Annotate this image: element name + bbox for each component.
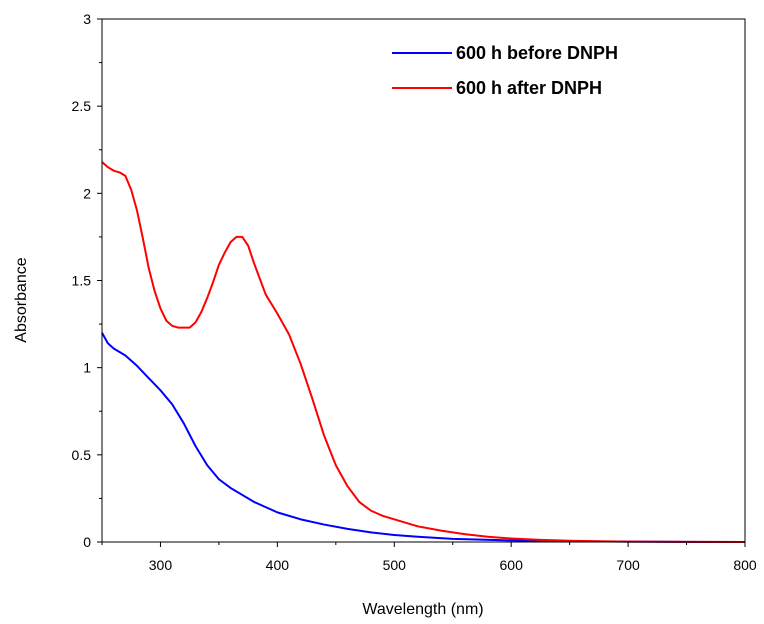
y-tick-label: 3 [83,11,91,27]
y-tick-label: 2 [83,185,91,201]
legend-label-1: 600 h before DNPH [456,43,618,63]
plot-lines [101,161,746,543]
x-axis-label: Wavelength (nm) [362,601,483,618]
legend-label-2: 600 h after DNPH [456,78,602,98]
y-axis-label: Absorbance [13,257,30,342]
y-tick-label: 1 [83,360,91,376]
x-tick-label: 500 [383,557,407,573]
y-tick-label: 2.5 [72,98,92,114]
x-tick-label: 400 [266,557,290,573]
y-tick-label: 0 [83,534,91,550]
x-tick-label: 300 [149,557,173,573]
series-line-1 [101,332,746,543]
x-axis-ticks: 300 400 500 600 700 800 [101,542,757,573]
y-tick-label: 1.5 [72,273,92,289]
x-tick-label: 700 [616,557,640,573]
y-axis-ticks: 0 0.5 1 1.5 2 2.5 3 [72,11,102,550]
legend: 600 h before DNPH 600 h after DNPH [392,43,618,98]
plot-frame [101,18,746,543]
y-tick-label: 0.5 [72,447,92,463]
x-tick-label: 800 [733,557,757,573]
x-tick-label: 600 [500,557,524,573]
series-line-2 [101,161,746,543]
